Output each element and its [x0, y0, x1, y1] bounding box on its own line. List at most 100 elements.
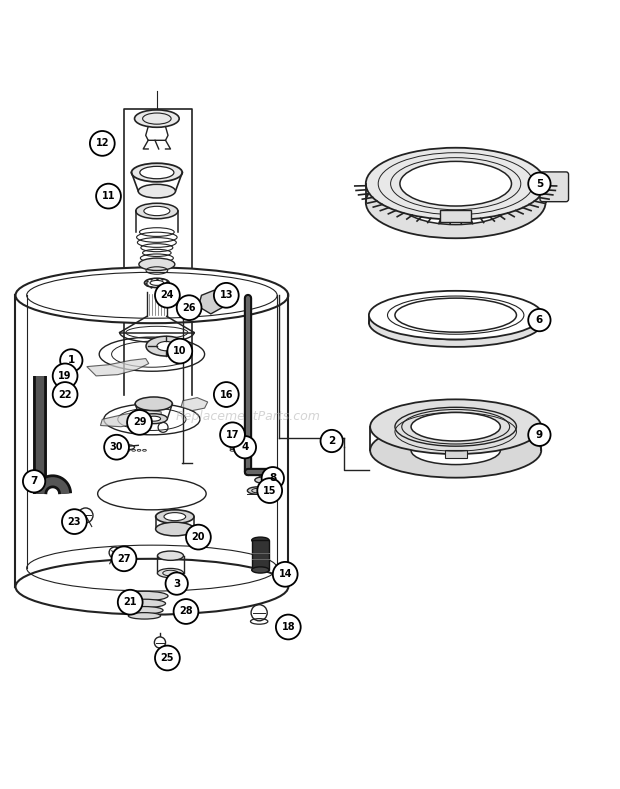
Circle shape	[62, 509, 87, 534]
Circle shape	[224, 398, 229, 403]
Ellipse shape	[147, 417, 161, 421]
Text: 21: 21	[123, 597, 137, 608]
Ellipse shape	[157, 551, 184, 560]
Bar	[445, 451, 467, 458]
Polygon shape	[181, 398, 208, 410]
Text: 24: 24	[161, 290, 174, 301]
Text: 5: 5	[536, 178, 543, 189]
Circle shape	[112, 547, 136, 571]
Circle shape	[154, 637, 166, 648]
Ellipse shape	[411, 413, 500, 441]
Text: 19: 19	[58, 371, 72, 381]
Ellipse shape	[369, 298, 542, 347]
Bar	[252, 540, 269, 570]
Circle shape	[257, 478, 282, 503]
Ellipse shape	[247, 487, 267, 495]
Ellipse shape	[144, 207, 170, 215]
Polygon shape	[100, 410, 161, 427]
Circle shape	[155, 283, 180, 308]
Text: 29: 29	[133, 417, 146, 428]
Text: 14: 14	[278, 570, 292, 579]
Ellipse shape	[128, 612, 161, 619]
Circle shape	[90, 131, 115, 155]
Text: 26: 26	[182, 303, 196, 312]
Ellipse shape	[126, 607, 163, 614]
Text: 17: 17	[226, 430, 239, 439]
Ellipse shape	[156, 510, 194, 523]
Ellipse shape	[395, 298, 516, 332]
Ellipse shape	[370, 399, 541, 454]
Ellipse shape	[156, 522, 194, 536]
Text: 12: 12	[95, 138, 109, 148]
Circle shape	[167, 338, 192, 364]
Circle shape	[528, 424, 551, 446]
FancyBboxPatch shape	[540, 172, 569, 202]
Ellipse shape	[16, 559, 288, 615]
Circle shape	[118, 590, 143, 615]
Text: 25: 25	[161, 653, 174, 663]
Circle shape	[186, 525, 211, 549]
Ellipse shape	[140, 166, 174, 179]
Ellipse shape	[136, 204, 178, 219]
Circle shape	[321, 430, 343, 452]
Polygon shape	[198, 290, 223, 314]
Text: ReplacementParts.com: ReplacementParts.com	[175, 409, 321, 423]
Circle shape	[166, 573, 188, 595]
Ellipse shape	[400, 180, 512, 225]
Text: 18: 18	[281, 622, 295, 632]
Ellipse shape	[131, 163, 182, 181]
Circle shape	[104, 435, 129, 460]
Ellipse shape	[135, 110, 179, 127]
Ellipse shape	[366, 148, 546, 219]
Circle shape	[109, 547, 120, 558]
Text: 13: 13	[219, 290, 233, 301]
Circle shape	[220, 422, 245, 447]
Ellipse shape	[157, 568, 184, 578]
Circle shape	[528, 309, 551, 331]
Ellipse shape	[400, 162, 512, 206]
Text: 28: 28	[179, 607, 193, 616]
Text: 22: 22	[58, 390, 72, 399]
Ellipse shape	[366, 166, 546, 238]
Circle shape	[262, 467, 284, 489]
Circle shape	[78, 508, 93, 523]
Text: 23: 23	[68, 517, 81, 526]
Text: 15: 15	[263, 485, 277, 495]
Circle shape	[127, 410, 152, 435]
Ellipse shape	[252, 567, 269, 573]
Text: 4: 4	[241, 442, 249, 452]
Ellipse shape	[140, 413, 167, 424]
Ellipse shape	[411, 436, 500, 465]
Ellipse shape	[157, 342, 175, 351]
Circle shape	[60, 350, 82, 372]
Circle shape	[220, 394, 232, 407]
Circle shape	[53, 364, 78, 388]
Text: 7: 7	[30, 477, 38, 486]
Ellipse shape	[157, 296, 168, 301]
Ellipse shape	[16, 267, 288, 323]
Text: 10: 10	[173, 346, 187, 356]
Ellipse shape	[252, 537, 269, 544]
Text: 9: 9	[536, 430, 543, 439]
Circle shape	[23, 470, 45, 492]
Ellipse shape	[369, 291, 542, 339]
Ellipse shape	[138, 185, 175, 198]
Ellipse shape	[164, 513, 185, 521]
Text: 3: 3	[173, 578, 180, 589]
Circle shape	[174, 599, 198, 624]
Circle shape	[155, 645, 180, 671]
Text: 1: 1	[68, 355, 75, 365]
Ellipse shape	[123, 599, 166, 608]
Text: 11: 11	[102, 191, 115, 201]
Text: 20: 20	[192, 532, 205, 542]
Circle shape	[177, 295, 202, 320]
Circle shape	[273, 562, 298, 587]
Ellipse shape	[255, 477, 271, 483]
Circle shape	[276, 615, 301, 639]
Circle shape	[214, 382, 239, 407]
Text: 27: 27	[117, 554, 131, 564]
Text: 6: 6	[536, 315, 543, 325]
Circle shape	[214, 283, 239, 308]
Circle shape	[53, 382, 78, 407]
Ellipse shape	[121, 591, 168, 600]
